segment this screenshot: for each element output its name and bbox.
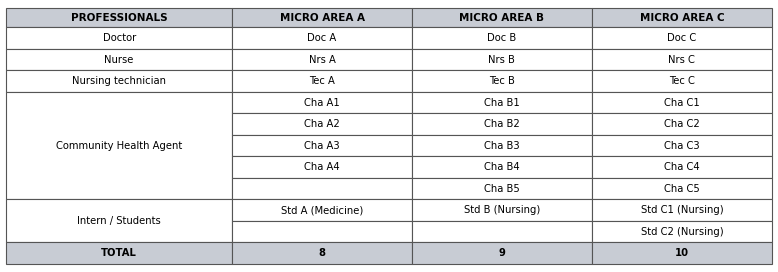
Text: Cha B1: Cha B1 (484, 98, 520, 108)
Bar (412, 8, 592, 27)
Text: Std A (Medicine): Std A (Medicine) (281, 205, 363, 215)
Bar (592, 8, 772, 27)
Bar (412, 178, 592, 199)
Bar (232, 199, 412, 221)
Bar (232, 49, 412, 70)
Text: Nrs A: Nrs A (309, 55, 335, 64)
Text: Cha A4: Cha A4 (304, 162, 340, 172)
Bar (232, 27, 412, 49)
Bar (412, 113, 592, 135)
Bar (232, 156, 412, 178)
Text: Cha B3: Cha B3 (484, 141, 520, 151)
Text: Doc B: Doc B (487, 33, 517, 43)
Bar (592, 199, 772, 221)
Bar (6, 92, 232, 199)
Text: Std C1 (Nursing): Std C1 (Nursing) (640, 205, 723, 215)
Text: Doc A: Doc A (307, 33, 337, 43)
Bar (412, 49, 592, 70)
Bar (592, 113, 772, 135)
Text: MICRO AREA A: MICRO AREA A (279, 13, 365, 23)
Bar (592, 221, 772, 242)
Text: Std C2 (Nursing): Std C2 (Nursing) (640, 227, 723, 237)
Bar (6, 27, 232, 49)
Text: Cha C1: Cha C1 (664, 98, 699, 108)
Text: 8: 8 (318, 248, 325, 258)
Bar (232, 113, 412, 135)
Bar (6, 49, 232, 70)
Text: Doc C: Doc C (668, 33, 696, 43)
Bar (412, 242, 592, 264)
Bar (232, 8, 412, 27)
Text: Tec A: Tec A (309, 76, 335, 86)
Bar (6, 242, 232, 264)
Text: Cha A2: Cha A2 (304, 119, 340, 129)
Text: 10: 10 (675, 248, 689, 258)
Text: Tec C: Tec C (669, 76, 695, 86)
Text: Cha B5: Cha B5 (484, 184, 520, 194)
Bar (592, 178, 772, 199)
Text: MICRO AREA B: MICRO AREA B (460, 13, 545, 23)
Bar (232, 242, 412, 264)
Bar (6, 199, 232, 242)
Bar (232, 70, 412, 92)
Bar (592, 92, 772, 113)
Bar (592, 156, 772, 178)
Bar (412, 92, 592, 113)
Text: Cha B2: Cha B2 (484, 119, 520, 129)
Bar (232, 178, 412, 199)
Text: PROFESSIONALS: PROFESSIONALS (71, 13, 167, 23)
Bar (592, 27, 772, 49)
Text: Nursing technician: Nursing technician (72, 76, 166, 86)
Bar (592, 49, 772, 70)
Text: Cha B4: Cha B4 (484, 162, 520, 172)
Text: Nurse: Nurse (104, 55, 134, 64)
Text: MICRO AREA C: MICRO AREA C (640, 13, 724, 23)
Bar (412, 70, 592, 92)
Text: Community Health Agent: Community Health Agent (56, 141, 182, 151)
Text: Tec B: Tec B (489, 76, 515, 86)
Text: Cha C3: Cha C3 (664, 141, 699, 151)
Bar (232, 135, 412, 156)
Bar (412, 221, 592, 242)
Text: Cha A3: Cha A3 (304, 141, 340, 151)
Bar (6, 8, 232, 27)
Text: Cha C2: Cha C2 (664, 119, 699, 129)
Bar (412, 199, 592, 221)
Bar (592, 135, 772, 156)
Bar (412, 156, 592, 178)
Bar (412, 135, 592, 156)
Bar (412, 27, 592, 49)
Bar (592, 70, 772, 92)
Text: Nrs B: Nrs B (489, 55, 515, 64)
Text: Nrs C: Nrs C (668, 55, 696, 64)
Text: Cha C4: Cha C4 (664, 162, 699, 172)
Bar (6, 70, 232, 92)
Text: Doctor: Doctor (103, 33, 136, 43)
Text: 9: 9 (499, 248, 506, 258)
Text: TOTAL: TOTAL (101, 248, 137, 258)
Text: Intern / Students: Intern / Students (77, 216, 161, 226)
Bar (232, 92, 412, 113)
Bar (232, 221, 412, 242)
Bar (592, 242, 772, 264)
Text: Cha C5: Cha C5 (664, 184, 699, 194)
Text: Std B (Nursing): Std B (Nursing) (464, 205, 540, 215)
Text: Cha A1: Cha A1 (304, 98, 340, 108)
